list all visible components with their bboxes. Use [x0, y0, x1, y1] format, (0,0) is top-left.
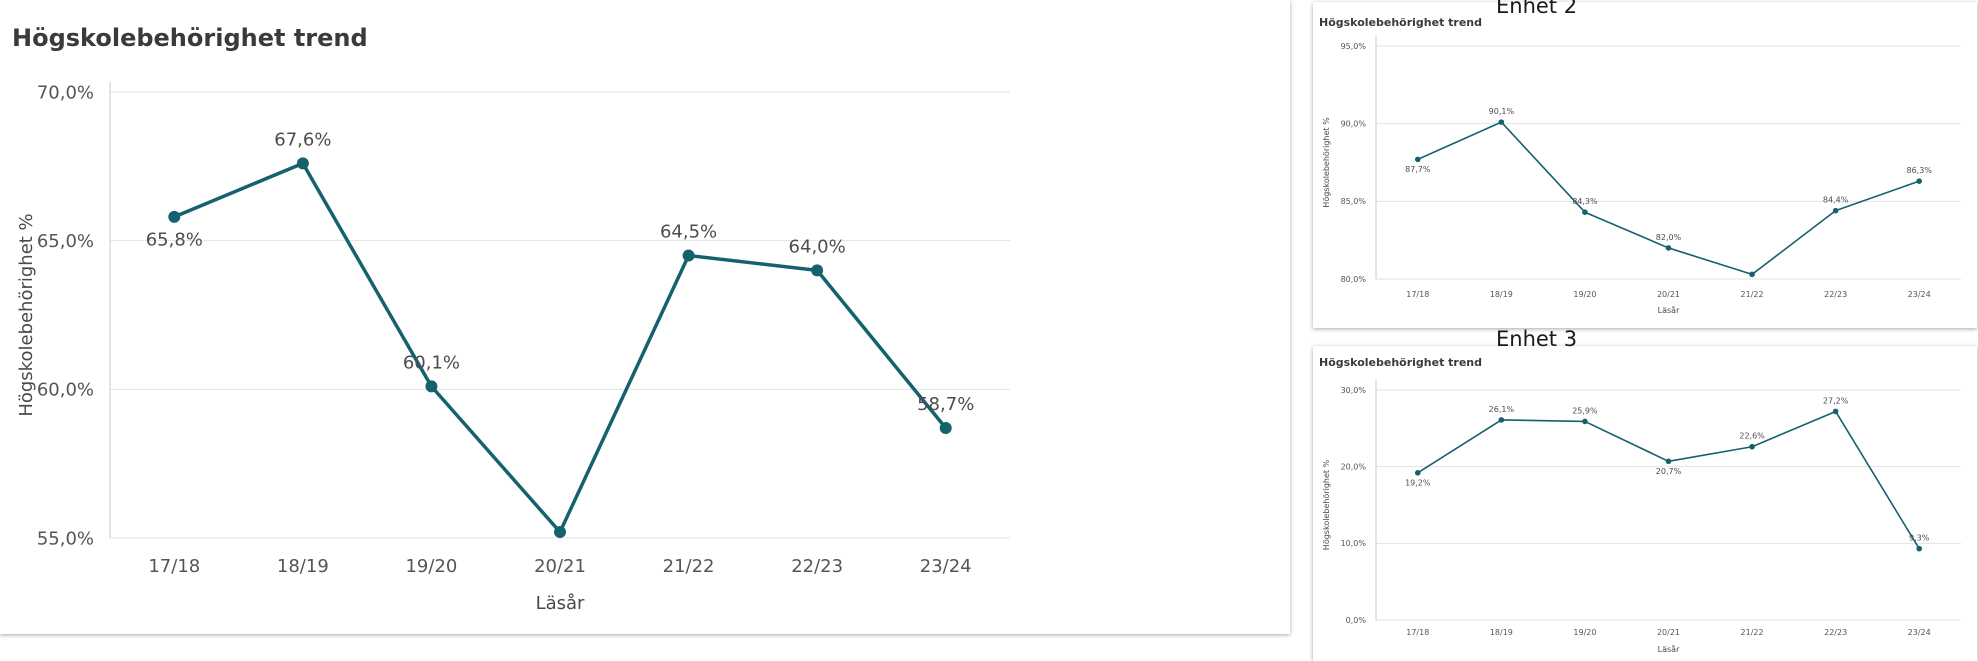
series-line	[173, 161, 948, 534]
y-tick-label: 90,0%	[1341, 119, 1367, 128]
data-label: 87,7%	[1405, 165, 1431, 174]
x-tick-label: 20/21	[534, 556, 586, 577]
x-tick-label: 21/22	[663, 556, 715, 577]
x-tick-label: 20/21	[1657, 290, 1680, 299]
y-tick-label: 85,0%	[1341, 197, 1367, 206]
data-label: 22,6%	[1739, 432, 1765, 441]
chart-title: Högskolebehörighet trend	[1319, 16, 1482, 29]
data-label: 86,3%	[1907, 166, 1933, 175]
y-tick-label: 65,0%	[37, 231, 94, 252]
x-tick-label: 22/23	[791, 556, 843, 577]
y-axis-label: Högskolebehörighet %	[1322, 117, 1331, 208]
y-tick-label: 55,0%	[37, 528, 94, 549]
x-tick-label: 18/19	[1490, 628, 1513, 637]
data-point	[682, 249, 695, 262]
data-point	[1916, 545, 1923, 552]
main-line-chart: Högskolebehörighet trend 55,0% 60,0% 65,0% 7…	[12, 24, 1010, 614]
x-tick-label: 17/18	[1406, 628, 1429, 637]
x-tick-label: 17/18	[1406, 290, 1429, 299]
data-label: 58,7%	[917, 394, 974, 415]
enhet2-label: Enhet 2	[1496, 0, 1578, 18]
y-tick-label: 10,0%	[1341, 539, 1367, 548]
data-point	[1916, 178, 1923, 184]
enhet3-line-chart: Högskolebehörighet trend 0,0% 10,0% 20,0% 30…	[1319, 356, 1961, 654]
x-tick-label: 19/20	[1573, 628, 1596, 637]
y-tick-label: 95,0%	[1341, 42, 1367, 51]
data-label: 67,6%	[274, 129, 331, 150]
chart-title: Högskolebehörighet trend	[12, 24, 368, 52]
y-tick-label: 60,0%	[37, 380, 94, 401]
data-label: 64,0%	[789, 236, 846, 257]
data-point	[1832, 207, 1839, 214]
x-tick-label: 19/20	[405, 556, 457, 577]
data-point	[1832, 408, 1839, 415]
data-point	[296, 157, 309, 170]
y-axis-label: Högskolebehörighet %	[1322, 459, 1331, 550]
data-label: 82,0%	[1656, 233, 1682, 242]
y-axis-label: Högskolebehörighet %	[16, 213, 37, 416]
series-line	[1417, 410, 1920, 550]
enhet2-line-chart: Högskolebehörighet trend 80,0% 85,0% 90,0% 9…	[1319, 16, 1961, 315]
data-label: 26,1%	[1489, 405, 1515, 414]
data-label: 84,4%	[1823, 196, 1849, 205]
data-point	[1749, 443, 1755, 450]
enhet2-chart-panel: Högskolebehörighet trend 80,0% 85,0% 90,0% 9…	[1313, 2, 1977, 328]
data-point	[1582, 209, 1588, 216]
enhet3-chart-panel: Högskolebehörighet trend 0,0% 10,0% 20,0% 30…	[1313, 346, 1977, 661]
data-label: 20,7%	[1656, 467, 1682, 476]
x-tick-label: 22/23	[1824, 628, 1847, 637]
data-point	[1414, 470, 1421, 476]
main-chart-panel: Högskolebehörighet trend 55,0% 60,0% 65,0% 7…	[12, 24, 1010, 614]
data-label: 25,9%	[1572, 406, 1598, 415]
data-point	[1498, 119, 1505, 125]
y-tick-label: 0,0%	[1346, 616, 1367, 625]
x-axis-label: Läsår	[536, 593, 585, 614]
data-label: 65,8%	[146, 230, 203, 251]
data-point	[425, 380, 438, 393]
y-tick-label: 70,0%	[37, 82, 94, 103]
data-point	[1498, 417, 1505, 423]
x-tick-label: 23/24	[1908, 290, 1931, 299]
data-point	[1582, 418, 1588, 425]
data-label: 9,3%	[1909, 534, 1930, 543]
data-point	[554, 526, 566, 539]
data-point	[811, 264, 824, 277]
x-tick-label: 18/19	[277, 556, 329, 577]
data-label: 19,2%	[1405, 479, 1431, 488]
data-point	[1665, 245, 1672, 251]
data-point	[1414, 156, 1421, 163]
y-tick-label: 20,0%	[1341, 462, 1367, 471]
data-label: 60,1%	[403, 352, 460, 373]
data-label: 27,2%	[1823, 396, 1849, 405]
x-axis-label: Läsår	[1658, 644, 1680, 654]
x-axis-label: Läsår	[1658, 305, 1680, 315]
x-tick-label: 17/18	[148, 556, 200, 577]
data-label: 90,1%	[1489, 107, 1515, 116]
x-tick-label: 18/19	[1490, 290, 1513, 299]
data-label: 64,5%	[660, 222, 717, 243]
x-tick-label: 19/20	[1573, 290, 1596, 299]
x-tick-label: 20/21	[1657, 628, 1680, 637]
x-tick-label: 21/22	[1741, 628, 1764, 637]
data-label: 84,3%	[1572, 197, 1598, 206]
x-tick-label: 22/23	[1824, 290, 1847, 299]
y-tick-label: 30,0%	[1341, 386, 1367, 395]
x-tick-label: 21/22	[1741, 290, 1764, 299]
data-point	[168, 210, 181, 223]
chart-title: Högskolebehörighet trend	[1319, 356, 1482, 369]
enhet3-label: Enhet 3	[1496, 327, 1578, 351]
y-tick-label: 80,0%	[1341, 275, 1367, 284]
data-point	[1749, 271, 1755, 278]
data-point	[1665, 458, 1672, 465]
x-tick-label: 23/24	[920, 556, 972, 577]
x-tick-label: 23/24	[1908, 628, 1931, 637]
data-point	[939, 421, 952, 434]
